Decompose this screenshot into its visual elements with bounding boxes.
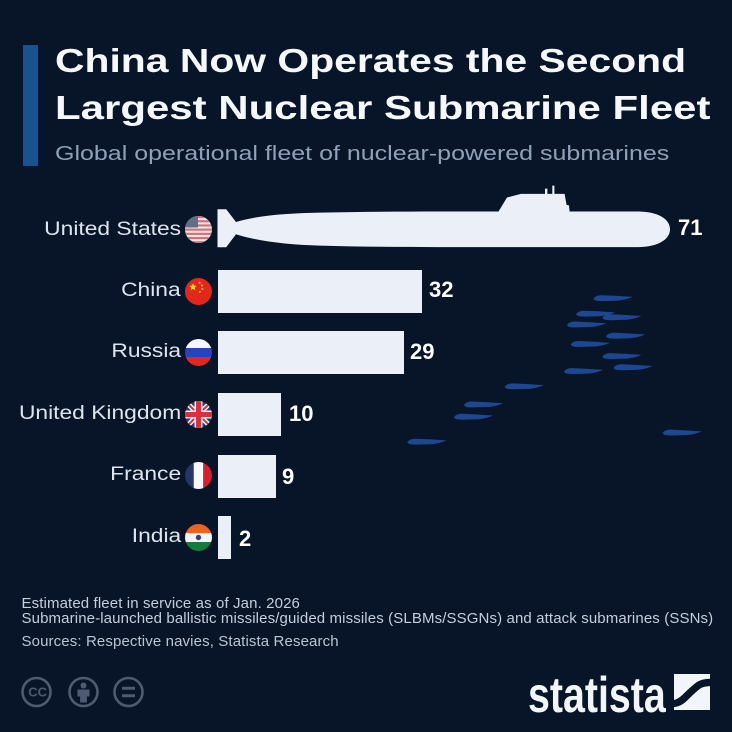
svg-text:CC: CC bbox=[28, 685, 47, 700]
